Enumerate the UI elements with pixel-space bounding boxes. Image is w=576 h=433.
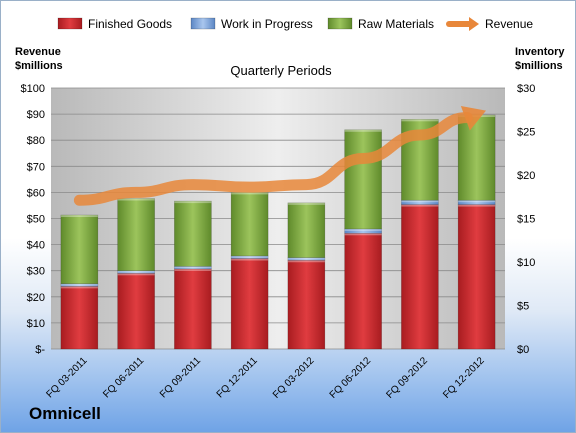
left-axis-title: Revenue $millions — [15, 46, 63, 72]
bar-finished-goods — [174, 268, 212, 350]
x-tick-label: FQ 09-2011 — [158, 355, 203, 400]
bar-finished-goods — [60, 286, 99, 350]
left-tick-label: $70 — [27, 161, 45, 173]
bar-top-highlight — [287, 257, 325, 260]
bar-top-highlight — [344, 233, 382, 236]
bar-finished-goods — [401, 204, 439, 350]
bar-top-highlight — [60, 286, 98, 289]
bar-top-highlight — [401, 204, 439, 207]
bar-raw-materials — [344, 129, 382, 230]
legend-label: Raw Materials — [358, 17, 434, 31]
x-tick-label: FQ 09-2012 — [384, 355, 430, 401]
left-tick-label: $90 — [27, 109, 45, 121]
bar-top-highlight — [458, 200, 496, 203]
bar-finished-goods — [230, 258, 269, 350]
right-axis-title: Inventory $millions — [515, 46, 565, 72]
x-axis-title: Quarterly Periods — [230, 63, 332, 78]
bar-finished-goods — [457, 204, 496, 350]
left-tick-label: $10 — [27, 318, 45, 330]
right-tick-label: $30 — [517, 83, 535, 95]
legend-label: Finished Goods — [88, 17, 172, 31]
legend-arrowhead — [469, 17, 479, 31]
right-tick-label: $25 — [517, 127, 535, 139]
left-tick-label: $30 — [27, 266, 45, 278]
bar-raw-materials — [457, 114, 496, 201]
bar-top-highlight — [344, 129, 382, 132]
left-tick-label: $20 — [27, 292, 45, 304]
x-tick-label: FQ 06-2012 — [328, 355, 374, 401]
revenue-line — [73, 112, 473, 206]
bar-top-highlight — [174, 201, 212, 204]
bar-raw-materials — [117, 198, 155, 272]
bar-top-highlight — [287, 202, 325, 205]
bar-raw-materials — [287, 202, 326, 258]
bar-finished-goods — [287, 259, 326, 350]
right-tick-label: $20 — [517, 170, 535, 182]
right-tick-label: $0 — [517, 344, 529, 356]
left-tick-label: $80 — [27, 135, 45, 147]
bar-top-highlight — [231, 255, 269, 258]
left-tick-label: $40 — [27, 240, 45, 252]
bar-top-highlight — [60, 215, 98, 218]
bar-top-highlight — [174, 266, 212, 269]
legend-label: Work in Progress — [221, 17, 313, 31]
bar-raw-materials — [60, 214, 99, 285]
company-name: Omnicell — [29, 404, 101, 423]
bar-top-highlight — [231, 258, 269, 261]
bar-top-highlight — [344, 228, 382, 231]
bar-raw-materials — [230, 192, 269, 257]
x-tick-label: FQ 12-2012 — [441, 355, 487, 401]
x-tick-label: FQ 12-2011 — [215, 355, 260, 400]
revenue-arrowhead — [460, 106, 487, 131]
x-tick-label: FQ 03-2011 — [45, 355, 90, 400]
legend-swatch-work-in-progress — [190, 17, 216, 30]
bar-finished-goods — [117, 273, 155, 350]
bar-top-highlight — [117, 273, 155, 276]
legend-swatch-raw-materials — [327, 17, 353, 30]
bar-top-highlight — [401, 119, 439, 122]
x-tick-label: FQ 06-2011 — [101, 355, 146, 400]
left-tick-label: $100 — [21, 83, 45, 95]
right-tick-label: $10 — [517, 257, 535, 269]
left-tick-label: $50 — [27, 214, 45, 226]
bar-raw-materials — [174, 200, 212, 267]
legend-label: Revenue — [485, 17, 533, 31]
bar-top-highlight — [60, 283, 98, 286]
right-tick-label: $5 — [517, 301, 529, 313]
bar-top-highlight — [401, 200, 439, 203]
bar-work-in-progress — [230, 255, 269, 259]
x-tick-label: FQ 03-2012 — [271, 355, 317, 401]
bar-top-highlight — [231, 192, 269, 195]
bar-top-highlight — [117, 198, 155, 201]
bar-top-highlight — [458, 204, 496, 207]
bar-top-highlight — [174, 268, 212, 271]
bar-top-highlight — [287, 260, 325, 263]
bar-finished-goods — [344, 232, 382, 350]
bar-top-highlight — [117, 270, 155, 273]
left-tick-label: $60 — [27, 187, 45, 199]
legend-swatch-finished-goods — [57, 17, 83, 30]
left-tick-label: $- — [35, 344, 45, 356]
right-tick-label: $15 — [517, 214, 535, 226]
